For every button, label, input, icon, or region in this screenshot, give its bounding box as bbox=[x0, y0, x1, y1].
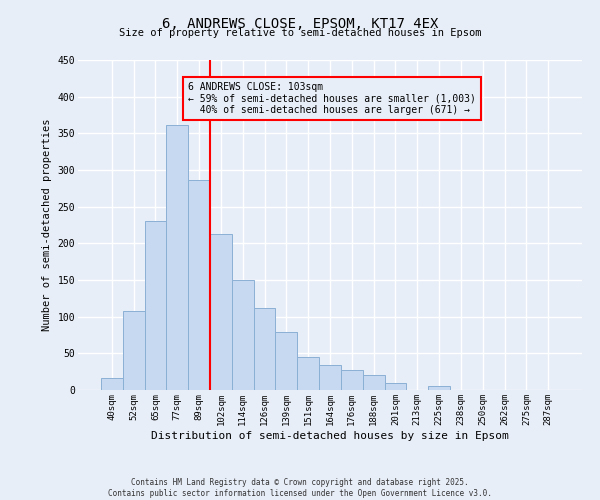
X-axis label: Distribution of semi-detached houses by size in Epsom: Distribution of semi-detached houses by … bbox=[151, 430, 509, 440]
Text: 6 ANDREWS CLOSE: 103sqm
← 59% of semi-detached houses are smaller (1,003)
  40% : 6 ANDREWS CLOSE: 103sqm ← 59% of semi-de… bbox=[188, 82, 476, 115]
Text: Contains HM Land Registry data © Crown copyright and database right 2025.
Contai: Contains HM Land Registry data © Crown c… bbox=[108, 478, 492, 498]
Bar bbox=[254, 308, 275, 390]
Bar bbox=[166, 124, 188, 390]
Bar bbox=[428, 386, 450, 390]
Bar bbox=[297, 357, 319, 390]
Bar bbox=[101, 378, 123, 390]
Bar bbox=[275, 332, 297, 390]
Bar bbox=[188, 180, 210, 390]
Bar bbox=[145, 222, 166, 390]
Bar bbox=[210, 234, 232, 390]
Bar bbox=[319, 365, 341, 390]
Bar bbox=[385, 384, 406, 390]
Bar bbox=[341, 370, 363, 390]
Text: 6, ANDREWS CLOSE, EPSOM, KT17 4EX: 6, ANDREWS CLOSE, EPSOM, KT17 4EX bbox=[162, 18, 438, 32]
Bar bbox=[123, 311, 145, 390]
Y-axis label: Number of semi-detached properties: Number of semi-detached properties bbox=[42, 118, 52, 331]
Text: Size of property relative to semi-detached houses in Epsom: Size of property relative to semi-detach… bbox=[119, 28, 481, 38]
Bar bbox=[232, 280, 254, 390]
Bar bbox=[363, 374, 385, 390]
